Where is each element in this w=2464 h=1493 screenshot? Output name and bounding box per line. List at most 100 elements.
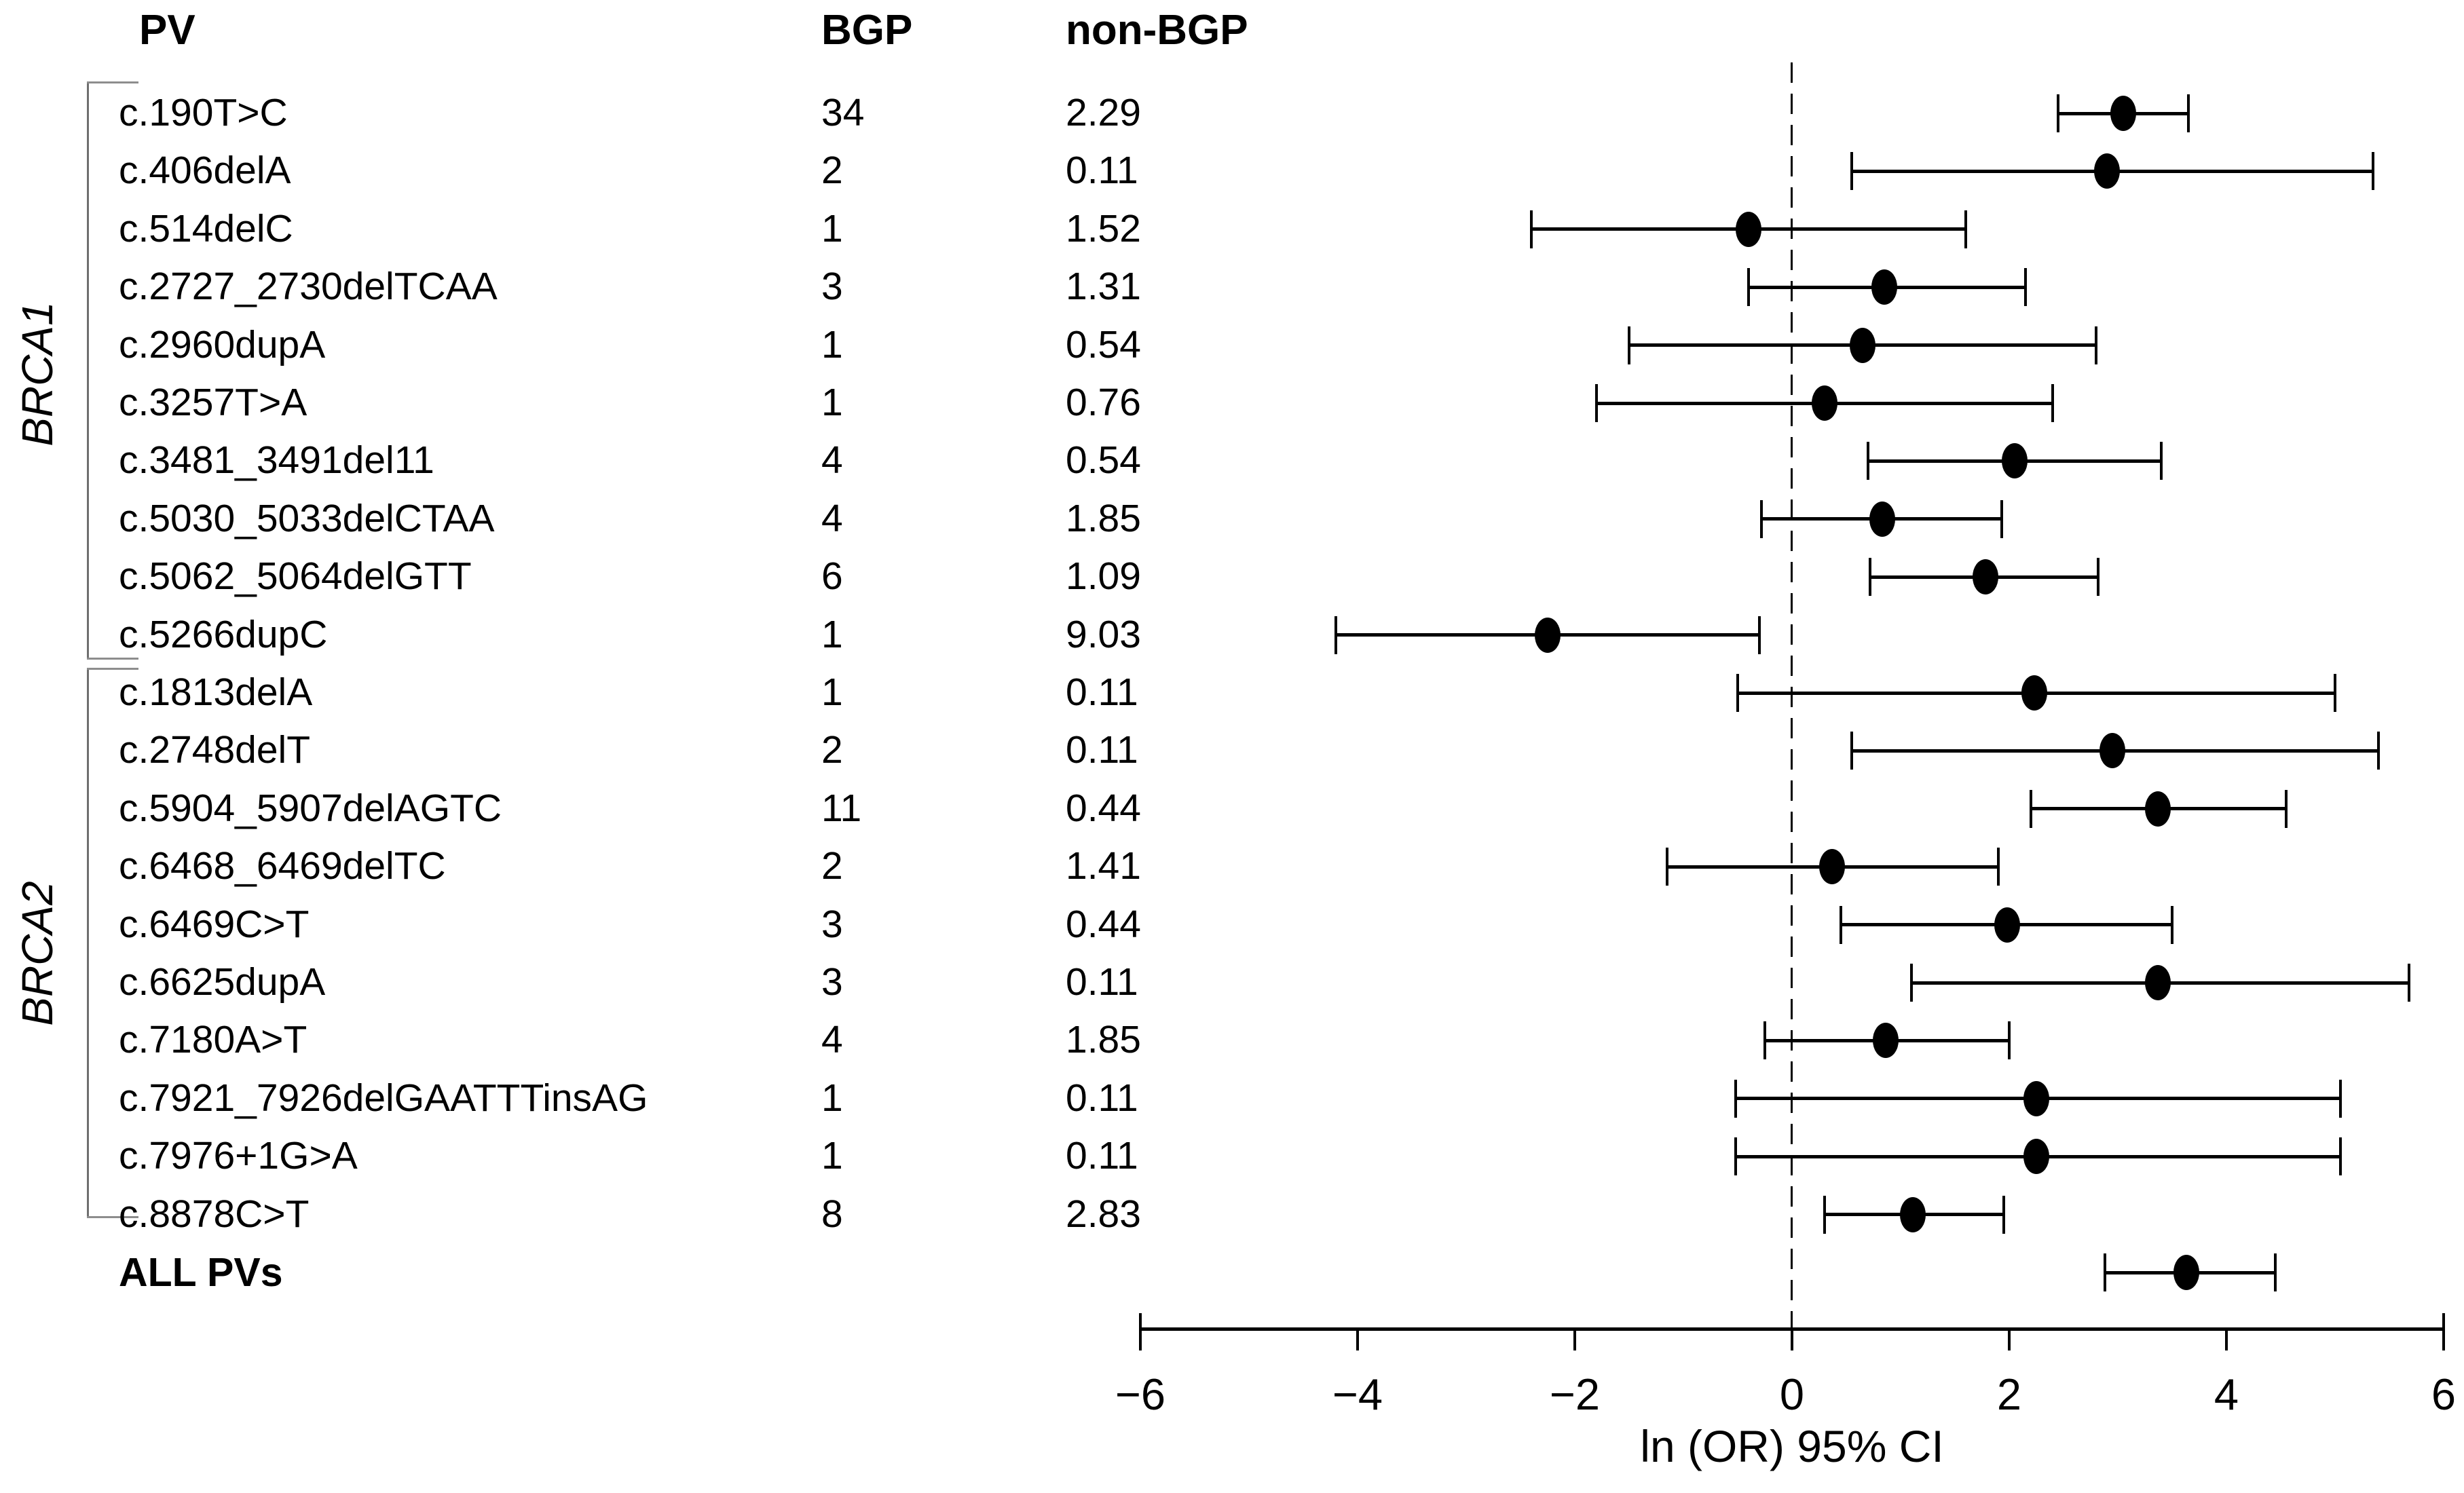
ci-lower-cap xyxy=(1334,616,1337,654)
point-estimate-marker xyxy=(2099,733,2125,769)
ci-lower-cap xyxy=(1734,1137,1737,1176)
bgp-count: 2 xyxy=(821,844,843,888)
non-bgp-value: 1.85 xyxy=(1066,496,1141,540)
bgp-count: 1 xyxy=(821,1134,843,1178)
ci-lower-cap xyxy=(1760,499,1763,538)
brca2-bracket-top-tick xyxy=(87,668,138,670)
non-bgp-value: 0.11 xyxy=(1066,670,1138,714)
ci-upper-cap xyxy=(2002,1195,2005,1234)
ci-lower-cap xyxy=(1850,152,1853,191)
point-estimate-marker xyxy=(2094,153,2120,189)
non-bgp-value: 0.11 xyxy=(1066,960,1138,1004)
bgp-count: 4 xyxy=(821,1018,843,1062)
ci-upper-cap xyxy=(2160,442,2163,480)
variant-label: c.190T>C xyxy=(119,91,288,134)
point-estimate-marker xyxy=(1850,327,1875,363)
ci-upper-cap xyxy=(2372,152,2374,191)
variant-label: c.5266dupC xyxy=(119,612,328,656)
non-bgp-value: 1.09 xyxy=(1066,554,1141,599)
ci-lower-cap xyxy=(1628,326,1630,364)
brca2-bracket-line xyxy=(87,668,89,1218)
ci-lower-cap xyxy=(2103,1253,2106,1291)
x-axis-tick xyxy=(2225,1329,2228,1350)
non-bgp-value: 0.76 xyxy=(1066,381,1141,424)
non-bgp-value: 2.29 xyxy=(1066,91,1141,134)
ci-upper-cap xyxy=(1758,616,1761,654)
ci-lower-cap xyxy=(1869,558,1872,597)
x-axis-tick-label: 0 xyxy=(1779,1369,1805,1419)
non-bgp-value: 0.11 xyxy=(1066,1134,1138,1178)
non-bgp-value: 0.11 xyxy=(1066,1076,1138,1120)
variant-label: c.7180A>T xyxy=(119,1018,307,1062)
point-estimate-marker xyxy=(1535,617,1561,653)
non-bgp-value: 0.54 xyxy=(1066,322,1141,366)
ci-lower-cap xyxy=(1734,1079,1737,1118)
non-bgp-value: 0.11 xyxy=(1066,149,1138,193)
point-estimate-marker xyxy=(1736,211,1761,247)
bgp-count: 2 xyxy=(821,149,843,193)
variant-label: c.514delC xyxy=(119,206,293,250)
ci-upper-cap xyxy=(2407,964,2410,1002)
variant-label: c.2748delT xyxy=(119,728,311,772)
point-estimate-marker xyxy=(2145,791,2171,827)
bgp-count: 1 xyxy=(821,1076,843,1120)
x-axis-tick-label: −2 xyxy=(1549,1369,1601,1419)
ci-lower-cap xyxy=(1763,1021,1766,1060)
x-axis-tick xyxy=(2442,1329,2445,1350)
ci-upper-cap xyxy=(2051,384,2054,422)
x-axis-title: ln (OR) 95% CI xyxy=(1640,1421,1944,1471)
non-bgp-value: 1.41 xyxy=(1066,844,1141,888)
point-estimate-marker xyxy=(1899,1196,1926,1232)
gene-label-brca2: BRCA2 xyxy=(13,881,62,1026)
gene-label-brca1: BRCA1 xyxy=(13,301,62,447)
non-bgp-value: 2.83 xyxy=(1066,1192,1141,1236)
variant-label: c.7976+1G>A xyxy=(119,1134,358,1178)
ci-upper-cap xyxy=(2097,558,2100,597)
variant-label: c.8878C>T xyxy=(119,1192,310,1236)
ci-lower-cap xyxy=(2057,94,2059,132)
ci-lower-cap xyxy=(1823,1195,1826,1234)
x-axis-tick-label: 2 xyxy=(1996,1369,2022,1419)
non-bgp-value: 0.54 xyxy=(1066,438,1141,483)
bgp-count: 4 xyxy=(821,438,843,483)
ci-upper-cap xyxy=(2334,674,2336,712)
point-estimate-marker xyxy=(2023,1080,2049,1116)
point-estimate-marker xyxy=(1871,269,1897,305)
brca1-bracket-line xyxy=(87,81,89,660)
x-axis-tick xyxy=(1356,1329,1359,1350)
ci-upper-cap xyxy=(2171,905,2173,944)
point-estimate-marker xyxy=(2002,443,2028,479)
ci-lower-cap xyxy=(2030,789,2032,828)
point-estimate-marker xyxy=(1869,501,1895,537)
x-axis-tick xyxy=(2008,1329,2011,1350)
variant-label: c.3257T>A xyxy=(119,381,307,424)
column-header-bgp: BGP xyxy=(821,7,913,54)
bgp-count: 1 xyxy=(821,381,843,424)
column-header-non-bgp: non-BGP xyxy=(1066,7,1248,54)
ci-upper-cap xyxy=(2285,789,2288,828)
variant-label: c.6469C>T xyxy=(119,902,310,946)
non-bgp-value: 1.85 xyxy=(1066,1018,1141,1062)
brca2-bracket-bottom-tick xyxy=(87,1216,138,1218)
ci-lower-cap xyxy=(1867,442,1869,480)
brca1-bracket-top-tick xyxy=(87,81,138,83)
bgp-count: 1 xyxy=(821,612,843,656)
bgp-count: 3 xyxy=(821,265,843,309)
bgp-count: 8 xyxy=(821,1192,843,1236)
point-estimate-marker xyxy=(2173,1255,2199,1290)
point-estimate-marker xyxy=(2023,1139,2049,1175)
ci-lower-cap xyxy=(1530,210,1533,248)
bgp-count: 34 xyxy=(821,91,865,134)
ci-upper-cap xyxy=(2095,326,2097,364)
variant-label: c.7921_7926delGAATTTinsAG xyxy=(119,1076,648,1120)
variant-label: c.5062_5064delGTT xyxy=(119,554,472,599)
ci-lower-cap xyxy=(1840,905,1842,944)
ci-upper-cap xyxy=(1964,210,1967,248)
bgp-count: 6 xyxy=(821,554,843,599)
ci-lower-cap xyxy=(1910,964,1913,1002)
variant-label: c.2727_2730delTCAA xyxy=(119,265,498,309)
ci-upper-cap xyxy=(1997,848,2000,886)
point-estimate-marker xyxy=(1994,907,2020,943)
bgp-count: 3 xyxy=(821,902,843,946)
summary-row-label: ALL PVs xyxy=(119,1250,283,1295)
